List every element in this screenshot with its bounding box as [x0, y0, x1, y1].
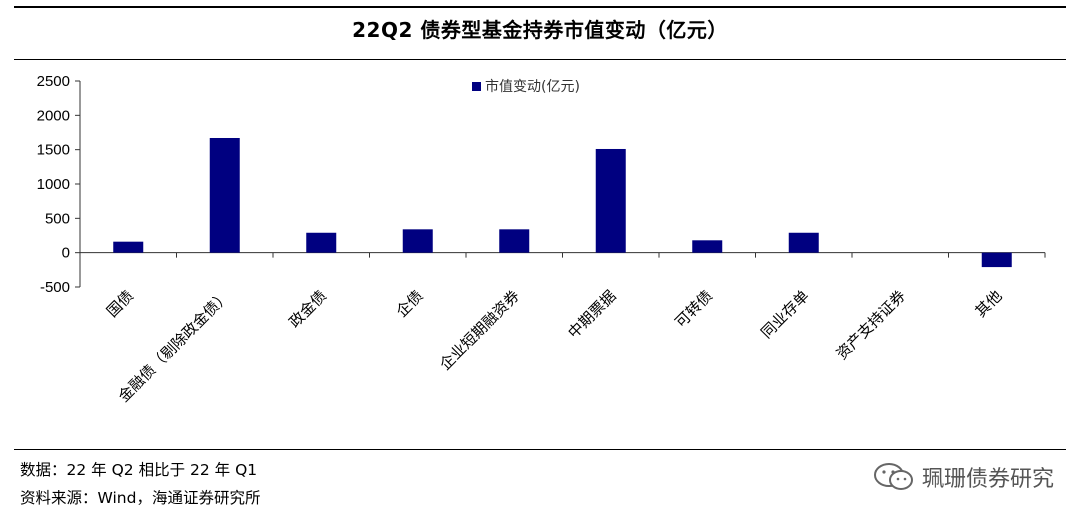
bar	[499, 229, 530, 253]
y-tick-label: 2000	[37, 107, 70, 124]
y-tick-label: 1500	[37, 142, 70, 159]
top-rule	[14, 6, 1066, 8]
bar	[306, 232, 337, 253]
x-category-label: 企业短期融资券	[436, 287, 523, 374]
bar	[788, 232, 819, 253]
legend-swatch	[472, 82, 481, 91]
bar	[209, 137, 240, 253]
x-category-label: 资产支持证券	[833, 287, 909, 363]
x-category-label: 其他	[972, 287, 1006, 321]
y-tick-label: 0	[62, 245, 70, 262]
footer-rule	[14, 449, 1066, 450]
bar	[692, 240, 723, 253]
x-category-label: 国债	[103, 287, 137, 321]
y-tick-label: 1000	[37, 176, 70, 193]
title-rule	[14, 59, 1066, 60]
legend-label: 市值变动(亿元)	[485, 78, 580, 95]
watermark-text: 珮珊债券研究	[921, 467, 1054, 492]
x-category-label: 政金债	[286, 287, 331, 332]
watermark: 珮珊债券研究	[872, 461, 1054, 493]
data-note: 数据：22 年 Q2 相比于 22 年 Q1	[20, 461, 258, 479]
source-note: 资料来源：Wind，海通证券研究所	[20, 489, 261, 507]
bar	[981, 252, 1012, 268]
bar	[113, 241, 144, 253]
x-category-label: 可转债	[672, 287, 717, 332]
x-category-label: 中期票据	[564, 287, 619, 342]
x-category-label: 金融债（剔除政金债）	[115, 287, 234, 406]
y-tick-label: 2500	[37, 73, 70, 90]
bar	[402, 229, 433, 253]
wechat-icon	[873, 463, 913, 490]
x-category-label: 同业存单	[757, 287, 812, 342]
y-tick-label: -500	[40, 279, 70, 296]
x-category-label: 企债	[393, 287, 427, 321]
y-tick-label: 500	[45, 210, 70, 227]
chart-title: 22Q2 债券型基金持券市值变动（亿元）	[352, 18, 728, 42]
bar	[595, 148, 626, 253]
